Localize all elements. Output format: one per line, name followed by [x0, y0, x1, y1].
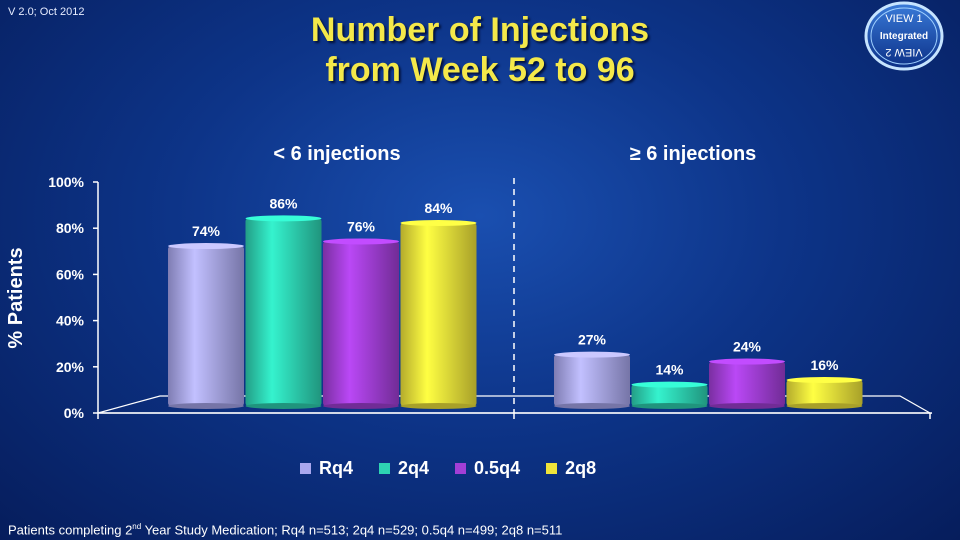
footnote-prefix: Patients completing 2 [8, 522, 133, 538]
bar [786, 380, 863, 406]
bar-base [323, 403, 399, 409]
y-tick-label: 20% [56, 359, 85, 375]
chart-legend: Rq4 2q4 0.5q4 2q8 [300, 458, 596, 479]
bar-base [786, 403, 863, 409]
bar-data-label: 84% [424, 200, 453, 216]
bar-chart: % Patients 0% 20% 40% 60% 80% 100% < 6 injectio… [5, 143, 863, 421]
bar [245, 218, 322, 406]
bar-data-label: 16% [810, 357, 839, 373]
bar-base [168, 403, 244, 409]
y-tick-label: 100% [48, 174, 84, 190]
logo-top-text: VIEW 1 [885, 13, 922, 25]
bar-data-label: 76% [347, 218, 376, 234]
bar-top [168, 243, 244, 250]
bar-base [631, 403, 708, 409]
logo-middle-text: Integrated [880, 31, 928, 42]
bar-top [709, 358, 785, 365]
y-tick-label: 80% [56, 220, 85, 236]
bar-base [400, 403, 477, 409]
footnote: Patients completing 2nd Year Study Medic… [8, 522, 562, 537]
bar [400, 222, 477, 406]
bar-data-label: 24% [733, 339, 762, 355]
bar-data-label: 14% [655, 362, 684, 378]
legend-swatch [300, 463, 311, 474]
legend-label: 2q4 [398, 458, 430, 478]
y-tick-label: 40% [56, 313, 85, 329]
version-label: V 2.0; Oct 2012 [8, 6, 85, 18]
bar-data-label: 74% [192, 223, 221, 239]
bar [631, 384, 708, 406]
group-label: ≥ 6 injections [630, 143, 757, 165]
y-tick-label: 0% [64, 405, 85, 421]
slide-title: Number of Injections from Week 52 to 96 [0, 10, 960, 90]
legend-item: 2q8 [546, 458, 596, 479]
legend-item: 2q4 [379, 458, 429, 479]
footnote-superscript: nd [132, 522, 142, 531]
y-axis-label: % Patients [5, 247, 27, 348]
bar-top [786, 377, 863, 384]
bar-top [400, 219, 477, 226]
footnote-suffix: Year Study Medication; Rq4 n=513; 2q4 n=… [141, 522, 563, 538]
title-line-1: Number of Injections [310, 11, 650, 49]
legend-swatch [546, 463, 558, 474]
bar-top [323, 238, 399, 245]
bar-base [709, 403, 785, 409]
bar [168, 246, 244, 406]
legend-swatch [455, 463, 467, 474]
bar-data-label: 27% [578, 332, 607, 348]
bar [709, 361, 785, 406]
bar-base [245, 403, 322, 409]
group-label: < 6 injections [273, 143, 400, 165]
bar-top [554, 351, 630, 358]
y-tick-label: 60% [56, 266, 85, 282]
legend-label: Rq4 [319, 458, 354, 478]
legend-swatch [379, 463, 391, 474]
logo-bottom-text: VIEW 2 [885, 46, 922, 58]
bar-top [245, 215, 322, 222]
legend-label: 0.5q4 [474, 458, 521, 478]
legend-item: Rq4 [300, 458, 353, 479]
title-line-2: from Week 52 to 96 [325, 51, 635, 89]
legend-label: 2q8 [565, 458, 597, 478]
bar-base [554, 403, 630, 409]
bar [323, 241, 399, 406]
bar-top [631, 381, 708, 388]
legend-item: 0.5q4 [455, 458, 520, 479]
bar-data-label: 86% [269, 195, 298, 211]
view-integrated-logo: VIEW 1 Integrated VIEW 2 [864, 1, 944, 71]
bar [554, 354, 630, 406]
